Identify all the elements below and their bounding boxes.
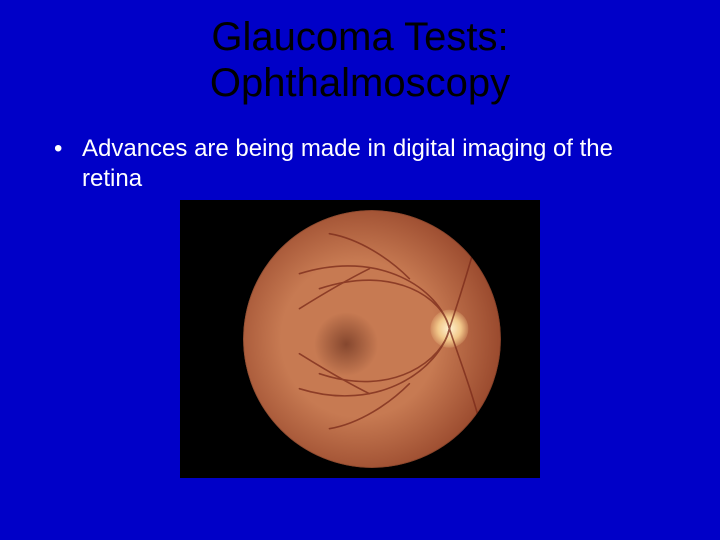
fundus-image-container — [180, 200, 540, 478]
slide-body: • Advances are being made in digital ima… — [0, 106, 720, 478]
slide: Glaucoma Tests: Ophthalmoscopy • Advance… — [0, 0, 720, 540]
fundus-image — [180, 200, 540, 478]
bullet-item: • Advances are being made in digital ima… — [50, 134, 670, 194]
slide-title: Glaucoma Tests: Ophthalmoscopy — [0, 0, 720, 106]
bullet-text: Advances are being made in digital imagi… — [82, 134, 670, 194]
title-line-1: Glaucoma Tests: — [0, 14, 720, 60]
title-line-2: Ophthalmoscopy — [0, 60, 720, 106]
bullet-marker: • — [50, 134, 82, 164]
